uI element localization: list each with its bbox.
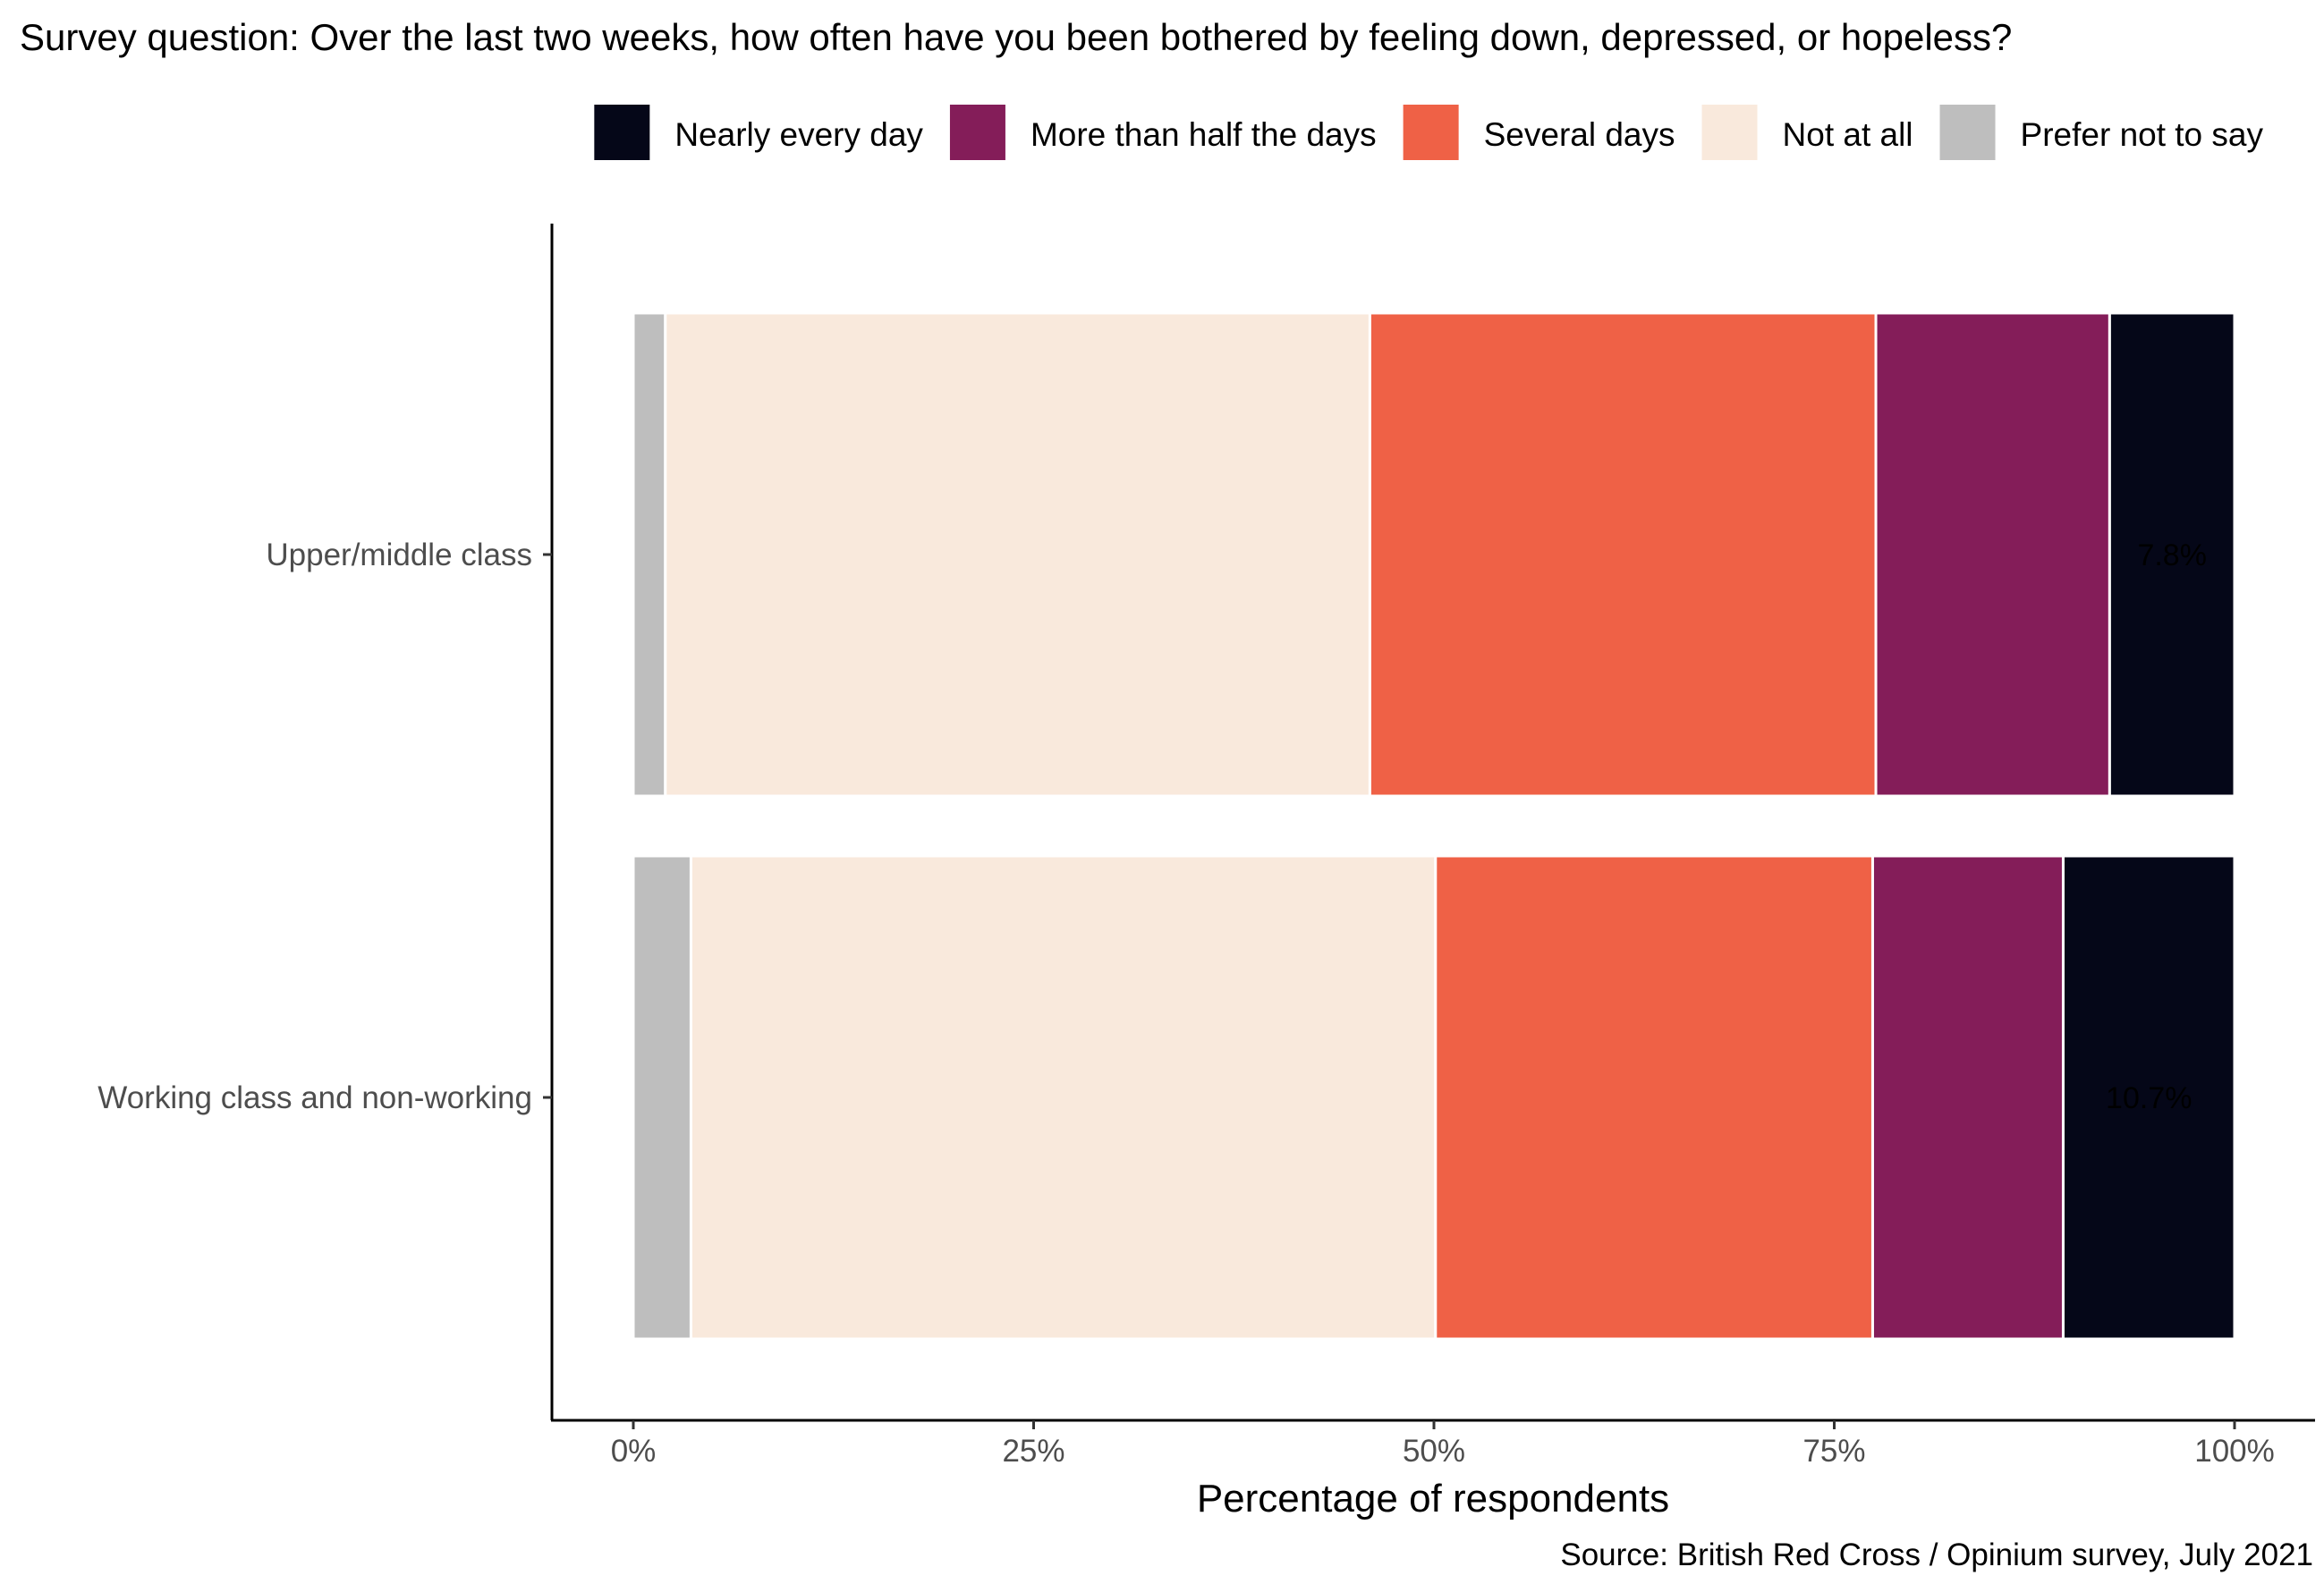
bar-segment-upper-middle-class-nearly-every-day xyxy=(2108,311,2236,798)
y-tick-label-upper-middle-class: Upper/middle class xyxy=(266,538,532,572)
y-tick-label-working-class-and-non-working: Working class and non-working xyxy=(98,1080,532,1115)
x-axis-ticks: 0% 25% 50% 75% 100% xyxy=(611,1420,2275,1469)
source-caption: Source: British Red Cross / Opinium surv… xyxy=(1560,1537,2313,1572)
x-tick-label-75: 75% xyxy=(1802,1434,1865,1469)
legend-key-not-at-all xyxy=(1701,105,1758,160)
legend-label-nearly-every-day: Nearly every day xyxy=(674,116,923,153)
bar-segment-upper-middle-class-prefer-not-to-say xyxy=(632,311,667,798)
bar-segment-upper-middle-class-not-at-all xyxy=(664,311,1371,798)
legend: Nearly every day More than half the days S… xyxy=(594,105,2263,160)
chart-title: Survey question: Over the last two weeks… xyxy=(20,16,2012,58)
legend-key-several-days xyxy=(1403,105,1459,160)
legend-key-more-than-half-the-days xyxy=(949,105,1005,160)
x-tick-label-50: 50% xyxy=(1403,1434,1465,1469)
legend-label-several-days: Several days xyxy=(1484,116,1675,153)
legend-key-prefer-not-to-say xyxy=(1939,105,1996,160)
data-label-upper-middle-class: 7.8% xyxy=(2137,538,2207,572)
x-tick-label-0: 0% xyxy=(611,1434,657,1469)
bars xyxy=(632,311,2236,1341)
bar-segment-working-class-and-non-working-prefer-not-to-say xyxy=(632,854,692,1341)
bar-segment-working-class-and-non-working-more-than-half-the-days xyxy=(1870,854,2065,1341)
legend-key-nearly-every-day xyxy=(594,105,650,160)
x-axis-title: Percentage of respondents xyxy=(1197,1477,1669,1520)
data-label-working-class-and-non-working: 10.7% xyxy=(2106,1081,2192,1115)
legend-label-not-at-all: Not at all xyxy=(1783,116,1913,153)
y-axis-ticks: Upper/middle class Working class and non-… xyxy=(98,538,552,1115)
bar-segment-upper-middle-class-more-than-half-the-days xyxy=(1874,311,2111,798)
legend-label-more-than-half-the-days: More than half the days xyxy=(1031,116,1377,153)
bar-segment-upper-middle-class-several-days xyxy=(1368,311,1878,798)
bar-segment-working-class-and-non-working-not-at-all xyxy=(689,854,1438,1341)
bar-segment-working-class-and-non-working-nearly-every-day xyxy=(2061,854,2236,1341)
legend-label-prefer-not-to-say: Prefer not to say xyxy=(2021,116,2264,153)
bar-segment-working-class-and-non-working-several-days xyxy=(1434,854,1874,1341)
x-tick-label-100: 100% xyxy=(2194,1434,2275,1469)
x-tick-label-25: 25% xyxy=(1002,1434,1064,1469)
data-labels: 7.8% 10.7% xyxy=(2106,538,2207,1115)
